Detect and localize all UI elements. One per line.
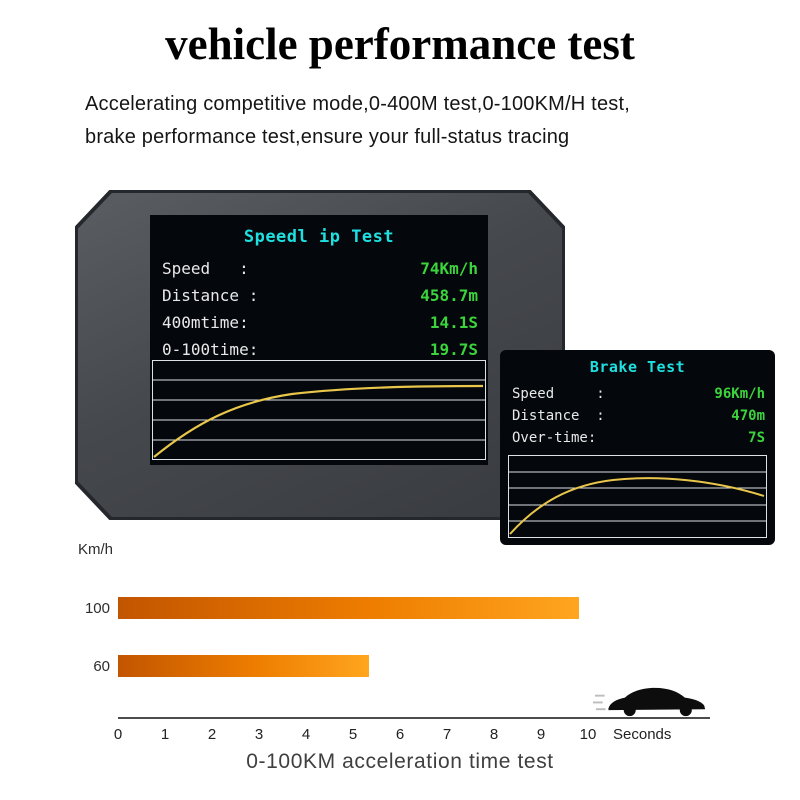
subtitle-line-2: brake performance test,ensure your full-… xyxy=(85,126,570,148)
distance-row-label: Distance : xyxy=(162,286,259,305)
time-0-100-row-label: 0-100time: xyxy=(162,340,259,359)
y-axis-unit-label: Km/h xyxy=(78,541,114,558)
brake-curve-graph xyxy=(508,455,767,538)
x-tick-label: 2 xyxy=(207,726,217,743)
brake-speed-row: Speed : 96Km/h xyxy=(500,383,775,405)
brake-speed-row-value: 96Km/h xyxy=(714,386,765,402)
brake-curve xyxy=(509,477,765,535)
brake-distance-row: Distance : 470m xyxy=(500,405,775,427)
x-tick-label: 7 xyxy=(442,726,452,743)
brake-test-title: Brake Test xyxy=(589,358,686,376)
x-tick-label: 9 xyxy=(536,726,546,743)
speed-curve xyxy=(153,384,484,458)
time-0-100-row-value: 19.7S xyxy=(429,340,478,359)
time-400m-row-value: 14.1S xyxy=(429,313,478,332)
page-title: vehicle performance test xyxy=(165,19,635,69)
speed-test-screen: Speedl ip Test Speed : 74Km/h Distance :… xyxy=(150,215,488,465)
x-tick-label: 8 xyxy=(489,726,499,743)
brake-test-rows: Speed : 96Km/h Distance : 470m Over-time… xyxy=(500,383,775,449)
x-axis-line xyxy=(118,717,710,719)
page-subtitle: Accelerating competitive mode,0-400M tes… xyxy=(85,88,630,154)
chart-title: 0-100KM acceleration time test xyxy=(246,750,554,773)
time-400m-row: 400mtime: 14.1S xyxy=(150,309,488,336)
x-tick-label: 1 xyxy=(160,726,170,743)
brake-speed-row-label: Speed : xyxy=(512,386,605,402)
x-tick-label: 6 xyxy=(395,726,405,743)
brake-distance-row-label: Distance : xyxy=(512,408,605,424)
car-icon xyxy=(593,687,706,717)
x-tick-label: 3 xyxy=(254,726,264,743)
x-tick-label: 4 xyxy=(301,726,311,743)
speed-test-rows: Speed : 74Km/h Distance : 458.7m 400mtim… xyxy=(150,255,488,363)
speed-row-label: Speed : xyxy=(162,259,249,278)
distance-row: Distance : 458.7m xyxy=(150,282,488,309)
x-tick-label: 0 xyxy=(113,726,123,743)
brake-overtime-row-value: 7S xyxy=(748,430,765,446)
subtitle-line-1: Accelerating competitive mode,0-400M tes… xyxy=(85,93,630,115)
speed-test-title: Speedl ip Test xyxy=(243,227,395,247)
brake-overtime-row: Over-time: 7S xyxy=(500,427,775,449)
brake-distance-row-value: 470m xyxy=(731,408,765,424)
x-axis-unit-label: Seconds xyxy=(613,726,672,743)
speed-row-value: 74Km/h xyxy=(420,259,478,278)
category-label-60: 60 xyxy=(93,658,110,675)
brake-test-screen: Brake Test Speed : 96Km/h Distance : 470… xyxy=(500,350,775,545)
speed-row: Speed : 74Km/h xyxy=(150,255,488,282)
speed-curve-graph xyxy=(152,360,486,460)
x-tick-label: 10 xyxy=(579,726,597,743)
x-tick-label: 5 xyxy=(348,726,358,743)
time-400m-row-label: 400mtime: xyxy=(162,313,249,332)
distance-row-value: 458.7m xyxy=(420,286,478,305)
time-0-100-row: 0-100time: 19.7S xyxy=(150,336,488,363)
bar-60kmh xyxy=(118,655,370,677)
bar-100kmh xyxy=(118,597,579,619)
category-label-100: 100 xyxy=(84,600,110,617)
brake-overtime-row-label: Over-time: xyxy=(512,430,597,446)
